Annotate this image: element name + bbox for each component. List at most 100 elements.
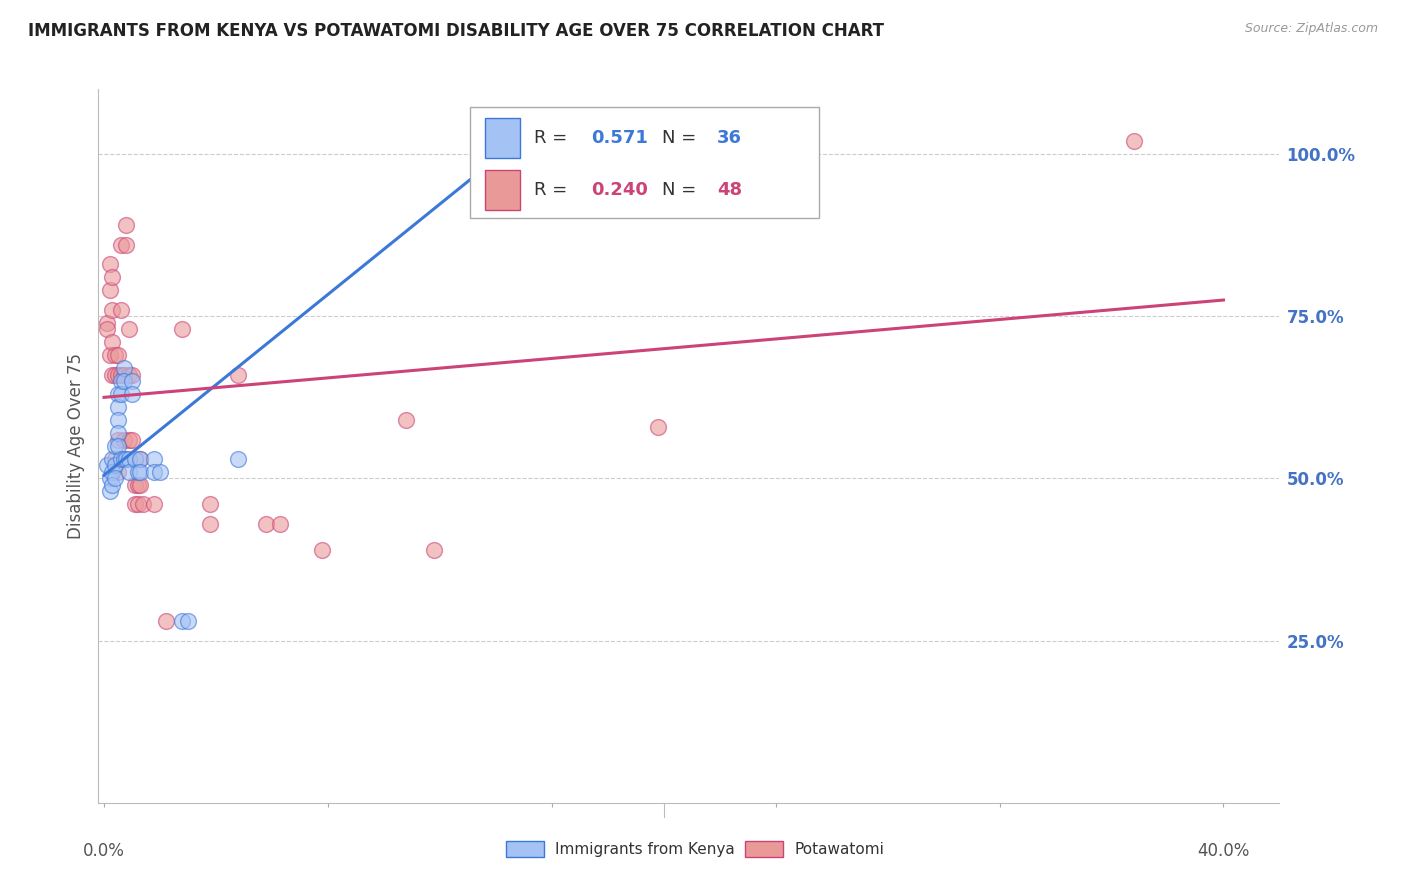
Point xyxy=(172,614,194,628)
Point xyxy=(107,348,129,362)
Point xyxy=(96,322,118,336)
Point xyxy=(155,614,177,628)
Point xyxy=(112,374,135,388)
Point xyxy=(110,374,132,388)
Text: R =: R = xyxy=(534,181,574,199)
Point xyxy=(177,614,200,628)
Point xyxy=(129,452,152,467)
Point xyxy=(143,452,166,467)
Point xyxy=(311,542,333,557)
Point xyxy=(110,302,132,317)
Point xyxy=(104,368,127,382)
Point xyxy=(112,361,135,376)
Point xyxy=(254,516,277,531)
Point xyxy=(110,387,132,401)
Point xyxy=(101,302,124,317)
Point xyxy=(228,368,250,382)
Point xyxy=(200,497,222,511)
Point xyxy=(118,465,141,479)
Point xyxy=(107,413,129,427)
Point xyxy=(107,387,129,401)
Point xyxy=(104,439,127,453)
Text: N =: N = xyxy=(662,129,702,147)
Text: Immigrants from Kenya: Immigrants from Kenya xyxy=(555,842,735,856)
Text: N =: N = xyxy=(662,181,702,199)
Point xyxy=(121,374,143,388)
Point xyxy=(110,452,132,467)
Point xyxy=(115,238,138,252)
Text: 0.571: 0.571 xyxy=(591,129,648,147)
Text: Potawatomi: Potawatomi xyxy=(794,842,884,856)
Point xyxy=(110,238,132,252)
Point xyxy=(107,433,129,447)
Point xyxy=(110,368,132,382)
Text: IMMIGRANTS FROM KENYA VS POTAWATOMI DISABILITY AGE OVER 75 CORRELATION CHART: IMMIGRANTS FROM KENYA VS POTAWATOMI DISA… xyxy=(28,22,884,40)
Point xyxy=(115,219,138,233)
Point xyxy=(104,348,127,362)
Point xyxy=(104,452,127,467)
Text: R =: R = xyxy=(534,129,574,147)
Point xyxy=(107,368,129,382)
Text: 48: 48 xyxy=(717,181,742,199)
Point xyxy=(200,516,222,531)
Point xyxy=(98,471,121,485)
Point xyxy=(127,478,149,492)
Point xyxy=(96,458,118,473)
Point xyxy=(423,542,446,557)
Point xyxy=(101,452,124,467)
Point xyxy=(104,471,127,485)
Point xyxy=(395,413,418,427)
Point xyxy=(118,322,141,336)
Point xyxy=(485,140,508,154)
Point xyxy=(129,465,152,479)
Point xyxy=(101,465,124,479)
Point xyxy=(118,452,141,467)
Point xyxy=(121,368,143,382)
Point xyxy=(121,387,143,401)
Point xyxy=(104,458,127,473)
FancyBboxPatch shape xyxy=(485,170,520,210)
Point xyxy=(112,452,135,467)
Point xyxy=(118,433,141,447)
Point xyxy=(118,368,141,382)
Point xyxy=(228,452,250,467)
Text: 36: 36 xyxy=(717,129,742,147)
Text: 0.0%: 0.0% xyxy=(83,842,125,860)
Point xyxy=(98,257,121,271)
Point xyxy=(107,425,129,440)
Point xyxy=(98,484,121,499)
Point xyxy=(107,439,129,453)
Point xyxy=(107,400,129,414)
Point xyxy=(269,516,291,531)
Point xyxy=(112,368,135,382)
Point xyxy=(143,465,166,479)
FancyBboxPatch shape xyxy=(485,118,520,158)
Point xyxy=(124,478,146,492)
Point xyxy=(107,465,129,479)
Point xyxy=(98,348,121,362)
Point xyxy=(129,478,152,492)
Point xyxy=(101,368,124,382)
FancyBboxPatch shape xyxy=(471,107,818,218)
Point xyxy=(121,433,143,447)
Text: 0.240: 0.240 xyxy=(591,181,648,199)
Point xyxy=(132,497,155,511)
Point xyxy=(1122,134,1144,148)
Point xyxy=(149,465,172,479)
Point xyxy=(112,433,135,447)
Point xyxy=(129,452,152,467)
Text: 40.0%: 40.0% xyxy=(1198,842,1250,860)
Point xyxy=(98,283,121,297)
Point xyxy=(101,335,124,350)
Point xyxy=(172,322,194,336)
Point xyxy=(101,478,124,492)
Y-axis label: Disability Age Over 75: Disability Age Over 75 xyxy=(67,353,86,539)
Point xyxy=(124,452,146,467)
Text: Source: ZipAtlas.com: Source: ZipAtlas.com xyxy=(1244,22,1378,36)
Point xyxy=(124,497,146,511)
Point xyxy=(143,497,166,511)
Point xyxy=(101,270,124,285)
Point xyxy=(127,465,149,479)
Point xyxy=(96,316,118,330)
Point xyxy=(647,419,669,434)
